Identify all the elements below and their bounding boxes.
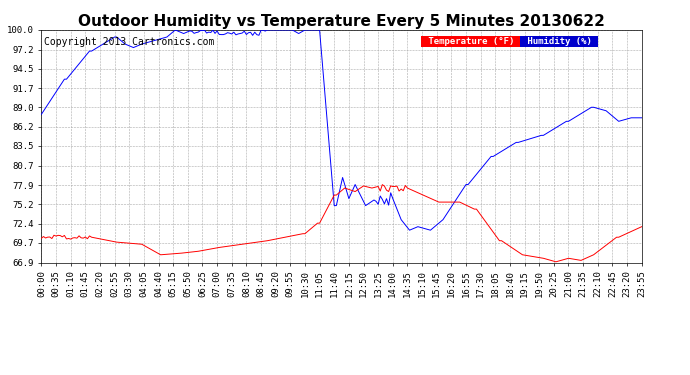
- Text: Temperature (°F): Temperature (°F): [422, 37, 520, 46]
- Text: Copyright 2013 Cartronics.com: Copyright 2013 Cartronics.com: [44, 37, 215, 47]
- Title: Outdoor Humidity vs Temperature Every 5 Minutes 20130622: Outdoor Humidity vs Temperature Every 5 …: [78, 14, 605, 29]
- Text: Humidity (%): Humidity (%): [522, 37, 597, 46]
